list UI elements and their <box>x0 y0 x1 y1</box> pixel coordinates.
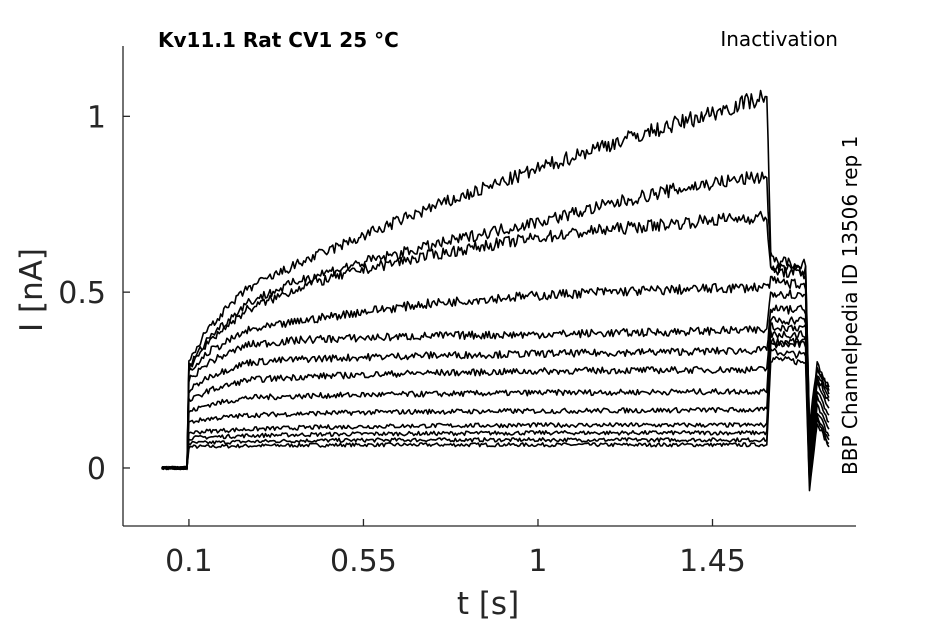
current-trace-7 <box>161 315 830 470</box>
x-axis-label: t [s] <box>457 586 519 622</box>
y-axis-label: I [nA] <box>14 248 50 332</box>
x-tick-label: 1 <box>528 544 547 579</box>
x-tick-label: 0.1 <box>165 544 213 579</box>
x-tick-label: 0.55 <box>330 544 397 579</box>
current-trace-12 <box>161 171 830 470</box>
y-tick-label: 0.5 <box>58 276 106 311</box>
current-trace-6 <box>161 322 830 471</box>
current-trace-8 <box>161 304 830 470</box>
current-trace-9 <box>161 289 830 471</box>
current-trace-2 <box>161 347 830 487</box>
current-trace-3 <box>161 340 830 484</box>
current-trace-4 <box>161 336 830 479</box>
source-annotation: BBP Channelpedia ID 13506 rep 1 <box>838 136 862 475</box>
traces-group <box>161 89 830 492</box>
current-trace-10 <box>161 275 830 471</box>
current-trace-5 <box>161 330 830 477</box>
current-trace-11 <box>161 210 830 471</box>
x-tick-label: 1.45 <box>679 544 746 579</box>
ticks-group: 0.1 0.55 1 1.45 0 0.5 1 <box>58 100 746 579</box>
y-tick-label: 0 <box>87 452 106 487</box>
chart-title: Kv11.1 Rat CV1 25 °C <box>158 28 399 52</box>
y-tick-label: 1 <box>87 100 106 135</box>
current-trace-13 <box>161 89 830 470</box>
current-trace-1 <box>161 356 830 492</box>
protocol-annotation: Inactivation <box>720 27 838 51</box>
